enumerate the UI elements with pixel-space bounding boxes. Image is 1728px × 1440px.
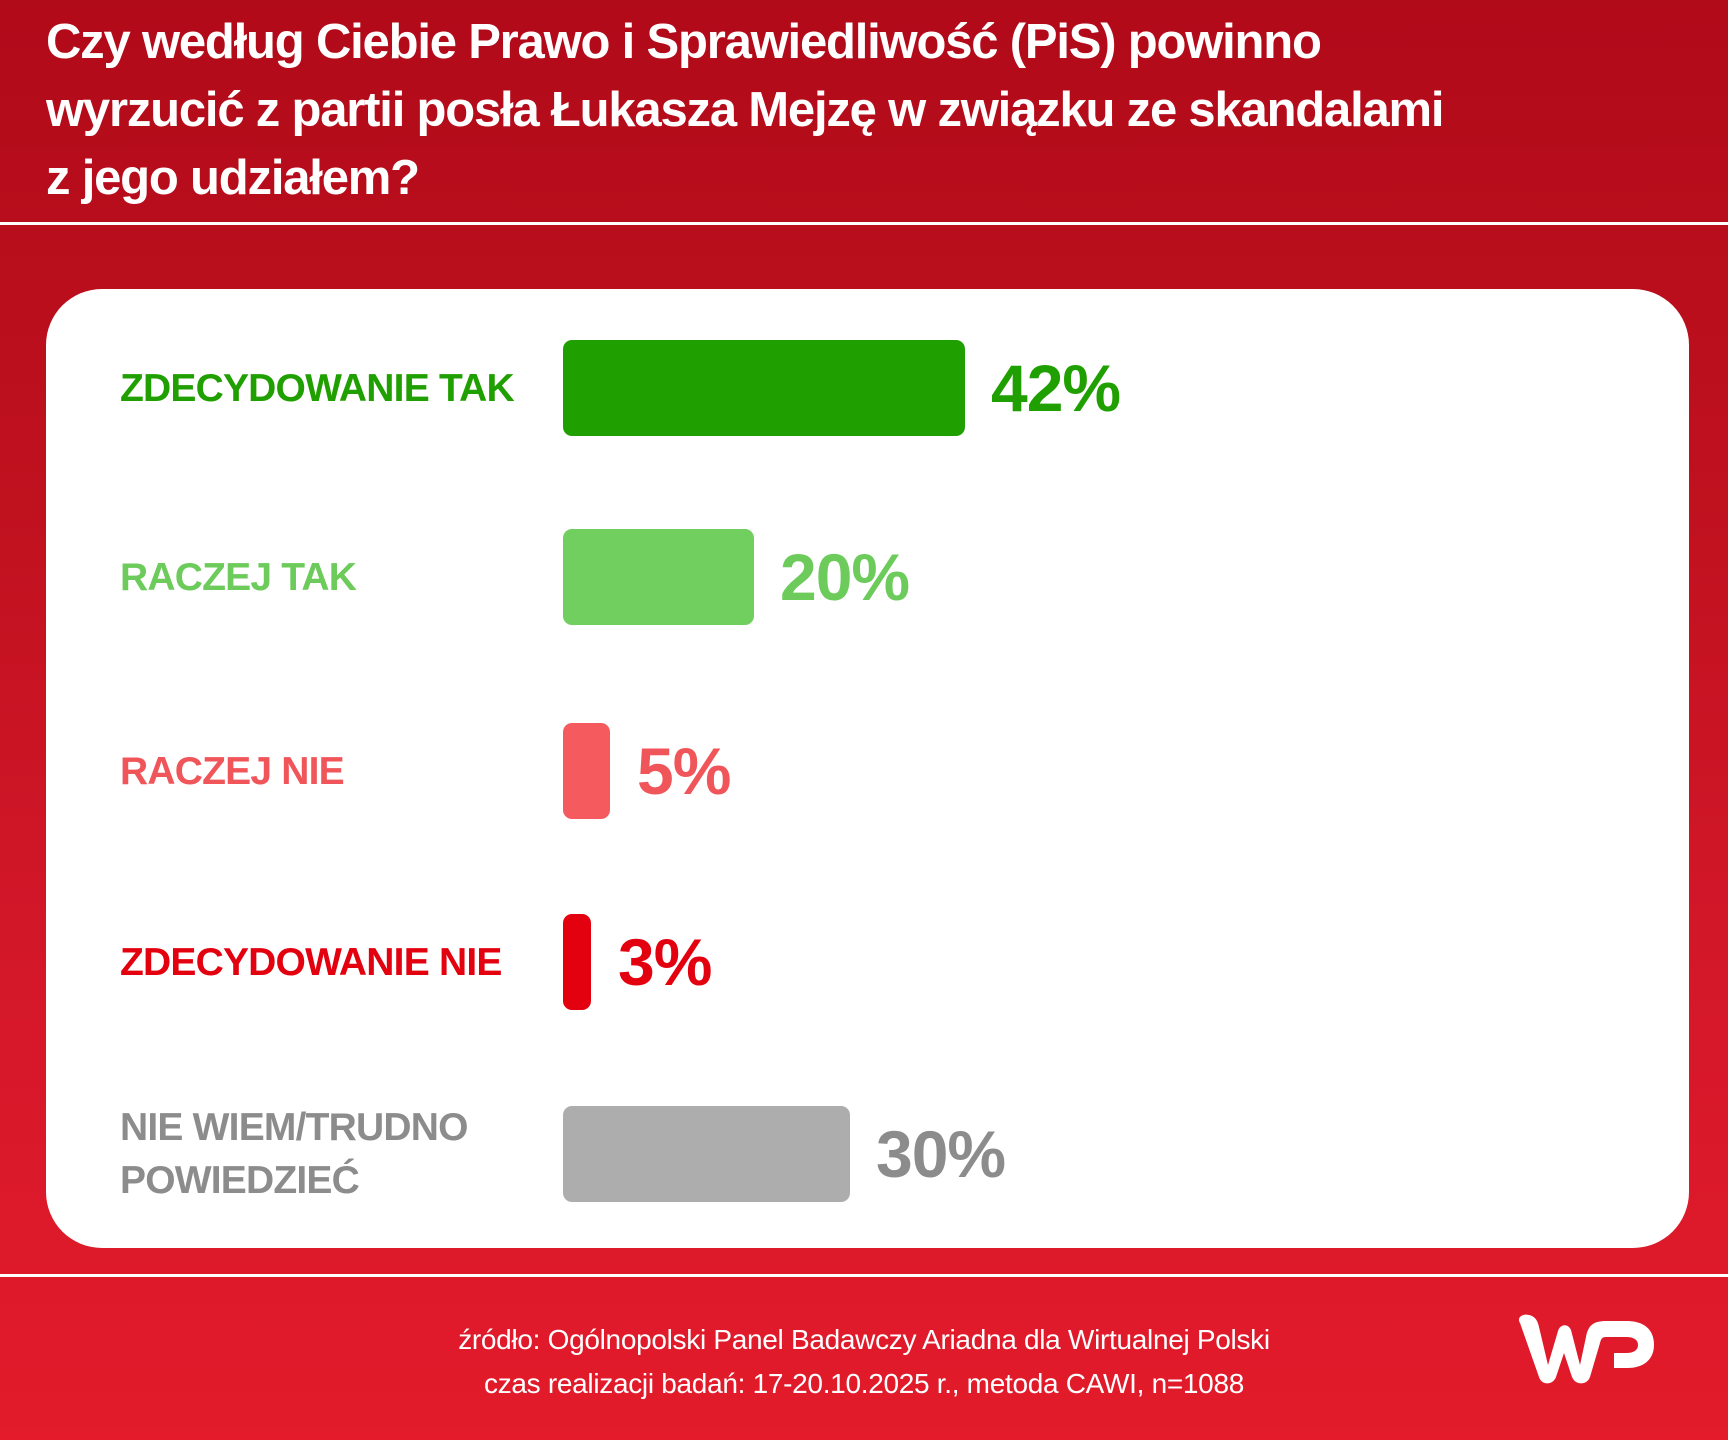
bar-value: 5% bbox=[637, 734, 731, 808]
chart-card: ZDECYDOWANIE TAK 42% RACZEJ TAK 20% RACZ… bbox=[46, 289, 1689, 1248]
bar-row-raczej-nie: RACZEJ NIE 5% bbox=[46, 723, 1689, 819]
bar bbox=[563, 1106, 850, 1202]
bar-row-zdecydowanie-nie: ZDECYDOWANIE NIE 3% bbox=[46, 914, 1689, 1010]
header-divider bbox=[0, 222, 1728, 225]
source-footer: źródło: Ogólnopolski Panel Badawczy Aria… bbox=[0, 1318, 1728, 1406]
bar-label-line-1: NIE WIEM/TRUDNO bbox=[120, 1106, 468, 1149]
bar-label: ZDECYDOWANIE NIE bbox=[120, 940, 502, 984]
bar-label: RACZEJ NIE bbox=[120, 749, 345, 793]
bar-label: NIE WIEM/TRUDNO POWIEDZIEĆ bbox=[120, 1106, 550, 1202]
source-text: źródło: Ogólnopolski Panel Badawczy Aria… bbox=[458, 1324, 1270, 1355]
footer-divider bbox=[0, 1274, 1728, 1277]
bar-value: 20% bbox=[780, 540, 910, 614]
bar-label: ZDECYDOWANIE TAK bbox=[120, 366, 515, 410]
bar bbox=[563, 340, 965, 436]
wp-logo-icon bbox=[1514, 1313, 1656, 1385]
bar-row-raczej-tak: RACZEJ TAK 20% bbox=[46, 529, 1689, 625]
title-line-2: wyrzucić z partii posła Łukasza Mejzę w … bbox=[46, 83, 1445, 137]
title-line-3: z jego udziałem? bbox=[46, 151, 420, 205]
bar bbox=[563, 914, 591, 1010]
bar-label: RACZEJ TAK bbox=[120, 555, 357, 599]
bar-value: 42% bbox=[991, 351, 1121, 425]
bar bbox=[563, 723, 610, 819]
bar-value: 30% bbox=[876, 1117, 1006, 1191]
bar-value: 3% bbox=[618, 925, 712, 999]
chart-title: Czy według Ciebie Prawo i Sprawiedliwość… bbox=[46, 8, 1706, 212]
method-text: czas realizacji badań: 17-20.10.2025 r.,… bbox=[484, 1368, 1244, 1399]
bar-row-zdecydowanie-tak: ZDECYDOWANIE TAK 42% bbox=[46, 340, 1689, 436]
title-line-1: Czy według Ciebie Prawo i Sprawiedliwość… bbox=[46, 15, 1322, 69]
bar-label-line-2: POWIEDZIEĆ bbox=[120, 1159, 360, 1202]
bar bbox=[563, 529, 754, 625]
bar-row-nie-wiem: NIE WIEM/TRUDNO POWIEDZIEĆ 30% bbox=[46, 1106, 1689, 1202]
